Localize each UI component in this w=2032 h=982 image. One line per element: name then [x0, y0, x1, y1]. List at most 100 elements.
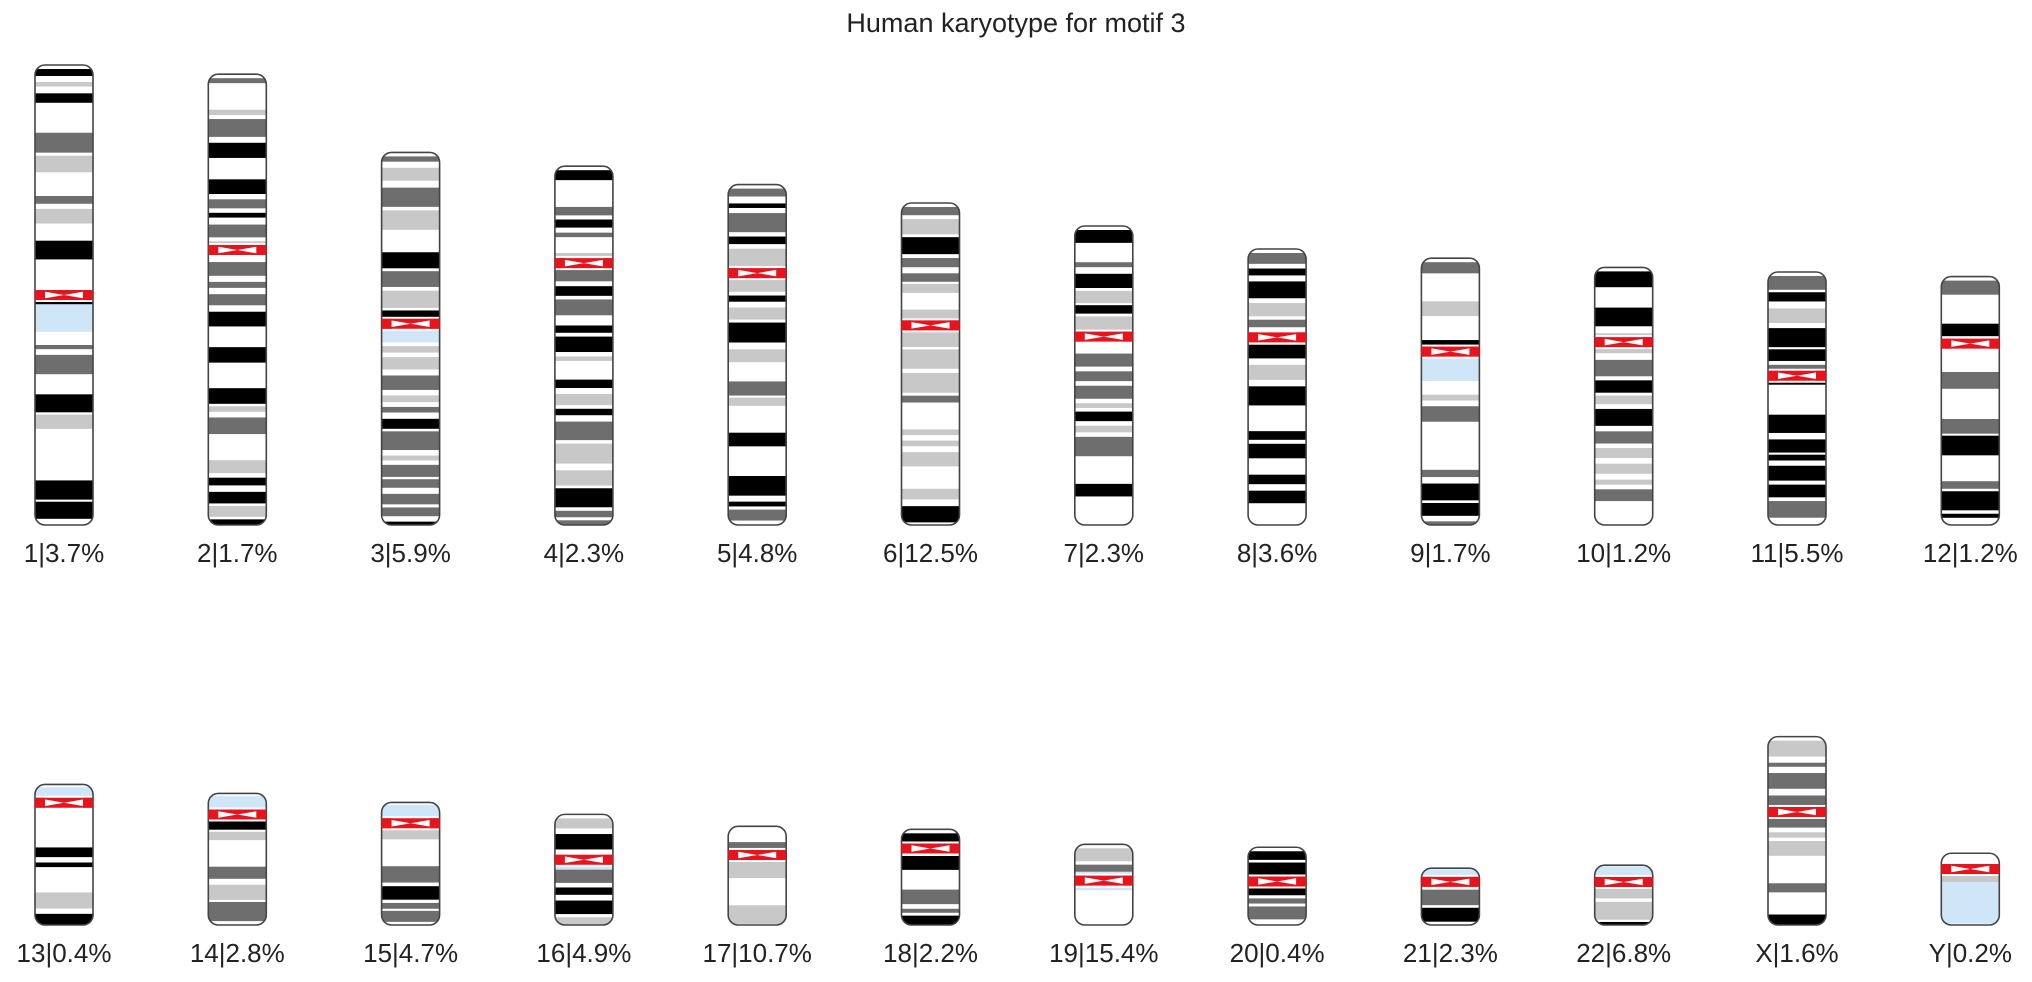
band	[381, 375, 440, 390]
band	[1594, 431, 1653, 444]
band	[381, 866, 440, 883]
band	[35, 414, 93, 429]
band	[1768, 501, 1826, 518]
chromosome-18: 18|2.2%	[883, 828, 978, 968]
band	[1594, 291, 1653, 304]
band	[208, 505, 267, 517]
band	[208, 281, 267, 288]
band	[35, 480, 93, 500]
band	[208, 142, 267, 158]
band	[1074, 371, 1133, 382]
chromosome-3: 3|5.9%	[370, 151, 451, 568]
band	[1074, 403, 1133, 408]
band	[381, 232, 440, 237]
band	[35, 828, 93, 846]
chromosome-outline	[1767, 735, 1827, 926]
band	[554, 421, 613, 441]
chromosome-2: 2|1.7%	[197, 73, 278, 568]
chromosome-label: 21|2.3%	[1403, 938, 1498, 968]
band	[1768, 832, 1826, 838]
band	[1594, 463, 1653, 474]
band	[554, 366, 613, 376]
band	[728, 248, 787, 269]
band	[1768, 897, 1826, 909]
band	[381, 910, 440, 922]
band	[208, 491, 267, 504]
centromere	[208, 245, 267, 256]
band	[35, 82, 93, 87]
band	[901, 408, 960, 423]
band	[208, 368, 267, 382]
band	[1248, 386, 1307, 406]
chromosome-20: 20|0.4%	[1230, 846, 1325, 968]
band	[208, 262, 267, 276]
band	[1248, 431, 1307, 440]
band	[35, 108, 93, 128]
band	[1421, 423, 1480, 444]
band	[1421, 469, 1480, 478]
band	[381, 357, 440, 370]
chromosome-outline	[554, 813, 614, 926]
chromosome-1: 1|3.7%	[24, 64, 104, 568]
chromosome-4: 4|2.3%	[544, 165, 624, 568]
band	[1768, 414, 1826, 433]
band	[1768, 841, 1826, 856]
chromosome-label: 19|15.4%	[1049, 938, 1158, 968]
band	[554, 318, 613, 323]
chromosome-21: 21|2.3%	[1403, 867, 1498, 968]
band	[35, 461, 93, 476]
band	[208, 477, 267, 486]
band	[381, 886, 440, 900]
band	[208, 78, 267, 84]
band	[35, 501, 93, 519]
centromere	[1768, 370, 1826, 381]
band	[901, 471, 960, 487]
chromosome-label: 17|10.7%	[702, 938, 811, 968]
band	[35, 208, 93, 224]
centromere	[1074, 875, 1133, 886]
band	[901, 908, 960, 913]
chromosome-label: 13|0.4%	[17, 938, 112, 968]
chromosome-Y: Y|0.2%	[1929, 852, 2012, 968]
band	[381, 252, 440, 269]
chromosome-label: 22|6.8%	[1576, 938, 1671, 968]
band	[554, 443, 613, 464]
band	[35, 847, 93, 858]
chromosome-outline	[900, 202, 961, 526]
band	[1594, 448, 1653, 458]
band	[554, 170, 613, 181]
band	[1594, 359, 1653, 377]
centromere	[1074, 331, 1133, 342]
band	[1594, 395, 1653, 405]
centromere	[381, 818, 440, 829]
band	[901, 298, 960, 307]
heterochromatin-region	[1421, 356, 1480, 381]
centromere	[901, 843, 960, 854]
band	[901, 207, 960, 216]
band	[35, 862, 93, 868]
chart-title: Human karyotype for motif 3	[846, 8, 1186, 38]
chromosome-label: 12|1.2%	[1923, 538, 2018, 568]
band	[35, 93, 93, 103]
band	[1074, 273, 1133, 289]
chromosome-label: 6|12.5%	[883, 538, 978, 568]
centromere	[554, 854, 613, 865]
band	[35, 174, 93, 193]
chromosome-label: 15|4.7%	[363, 938, 458, 968]
band	[1768, 740, 1826, 757]
band	[35, 228, 93, 239]
band	[1248, 883, 1307, 896]
band	[1941, 394, 2000, 402]
band	[381, 507, 440, 517]
chromosome-outline	[1593, 864, 1654, 926]
band	[208, 199, 267, 209]
heterochromatin-region	[381, 327, 440, 343]
band	[35, 435, 93, 455]
band	[1074, 848, 1133, 862]
band	[1768, 439, 1826, 453]
band	[728, 322, 787, 343]
band	[728, 407, 787, 427]
centromere	[1594, 337, 1653, 348]
chromosome-label: 16|4.9%	[536, 938, 631, 968]
heterochromatin-region	[208, 796, 267, 811]
